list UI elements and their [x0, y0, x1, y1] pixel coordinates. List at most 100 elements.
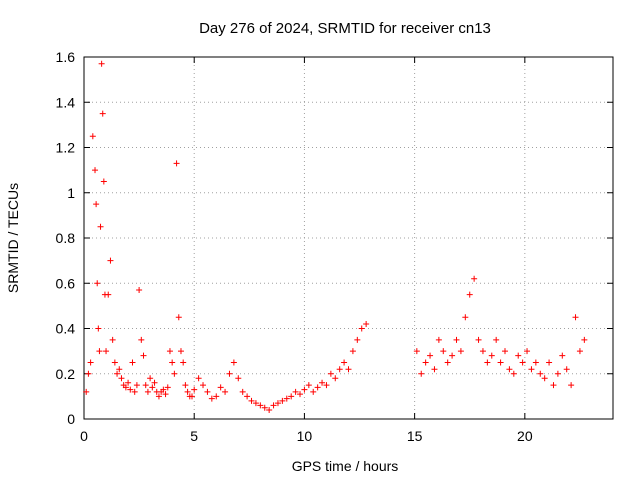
data-point: [204, 388, 211, 395]
data-point: [248, 397, 255, 404]
y-tick-label: 0.8: [56, 230, 76, 246]
x-tick-label: 10: [297, 428, 313, 444]
data-point: [261, 404, 268, 411]
data-point: [235, 375, 242, 382]
data-point: [349, 348, 356, 355]
data-point: [336, 366, 343, 373]
data-point: [327, 370, 334, 377]
x-axis-label: GPS time / hours: [292, 458, 399, 474]
data-point: [195, 375, 202, 382]
data-point: [554, 370, 561, 377]
data-point: [133, 382, 140, 389]
data-point: [279, 397, 286, 404]
data-point: [230, 359, 237, 366]
data-point: [488, 352, 495, 359]
data-point: [319, 379, 326, 386]
y-tick-label: 0.2: [56, 366, 76, 382]
data-point: [83, 388, 90, 395]
data-point: [457, 348, 464, 355]
data-point: [177, 348, 184, 355]
y-tick-label: 1: [67, 185, 75, 201]
data-point: [418, 370, 425, 377]
data-point: [173, 160, 180, 167]
data-point: [94, 280, 101, 287]
data-point: [305, 382, 312, 389]
data-point: [288, 393, 295, 400]
data-point: [449, 352, 456, 359]
data-point: [354, 336, 361, 343]
data-point: [515, 352, 522, 359]
data-point: [138, 336, 145, 343]
data-point: [244, 393, 251, 400]
data-point: [581, 336, 588, 343]
data-point: [310, 388, 317, 395]
data-point: [440, 348, 447, 355]
data-point: [314, 384, 321, 391]
data-points: [83, 60, 588, 413]
data-point: [493, 336, 500, 343]
data-point: [208, 395, 215, 402]
data-point: [484, 359, 491, 366]
data-point: [125, 379, 132, 386]
data-point: [563, 366, 570, 373]
data-point: [105, 291, 112, 298]
data-point: [358, 325, 365, 332]
data-point: [200, 382, 207, 389]
data-point: [103, 348, 110, 355]
data-point: [292, 388, 299, 395]
data-point: [144, 388, 151, 395]
data-point: [332, 375, 339, 382]
data-point: [572, 314, 579, 321]
data-point: [93, 201, 100, 208]
data-point: [283, 395, 290, 402]
data-point: [501, 348, 508, 355]
data-point: [479, 348, 486, 355]
data-point: [149, 384, 156, 391]
data-point: [222, 388, 229, 395]
data-point: [532, 359, 539, 366]
data-point: [164, 384, 171, 391]
data-point: [510, 370, 517, 377]
data-point: [166, 348, 173, 355]
x-tick-label: 5: [190, 428, 198, 444]
data-point: [435, 336, 442, 343]
chart-title: Day 276 of 2024, SRMTID for receiver cn1…: [199, 20, 491, 37]
data-point: [226, 370, 233, 377]
data-point: [151, 379, 158, 386]
data-point: [100, 178, 107, 185]
data-point: [89, 133, 96, 140]
data-point: [155, 393, 162, 400]
data-point: [462, 314, 469, 321]
data-point: [99, 110, 106, 117]
data-point: [431, 366, 438, 373]
data-point: [475, 336, 482, 343]
data-point: [182, 382, 189, 389]
data-point: [147, 375, 154, 382]
data-point: [98, 60, 105, 67]
data-point: [341, 359, 348, 366]
data-point: [131, 388, 138, 395]
data-point: [109, 336, 116, 343]
data-point: [129, 359, 136, 366]
data-point: [95, 325, 102, 332]
data-point: [537, 370, 544, 377]
data-point: [541, 375, 548, 382]
data-point: [127, 386, 134, 393]
data-point: [576, 348, 583, 355]
y-tick-label: 0.4: [56, 321, 76, 337]
data-point: [97, 223, 104, 230]
data-point: [257, 402, 264, 409]
data-point: [323, 382, 330, 389]
data-point: [301, 386, 308, 393]
data-point: [107, 257, 114, 264]
data-point: [274, 400, 281, 407]
x-tick-label: 0: [80, 428, 88, 444]
data-point: [363, 320, 370, 327]
x-tick-label: 15: [407, 428, 423, 444]
data-point: [114, 370, 121, 377]
data-point: [162, 391, 169, 398]
data-point: [466, 291, 473, 298]
y-axis-label: SRMTID / TECUs: [5, 183, 21, 293]
data-point: [270, 402, 277, 409]
